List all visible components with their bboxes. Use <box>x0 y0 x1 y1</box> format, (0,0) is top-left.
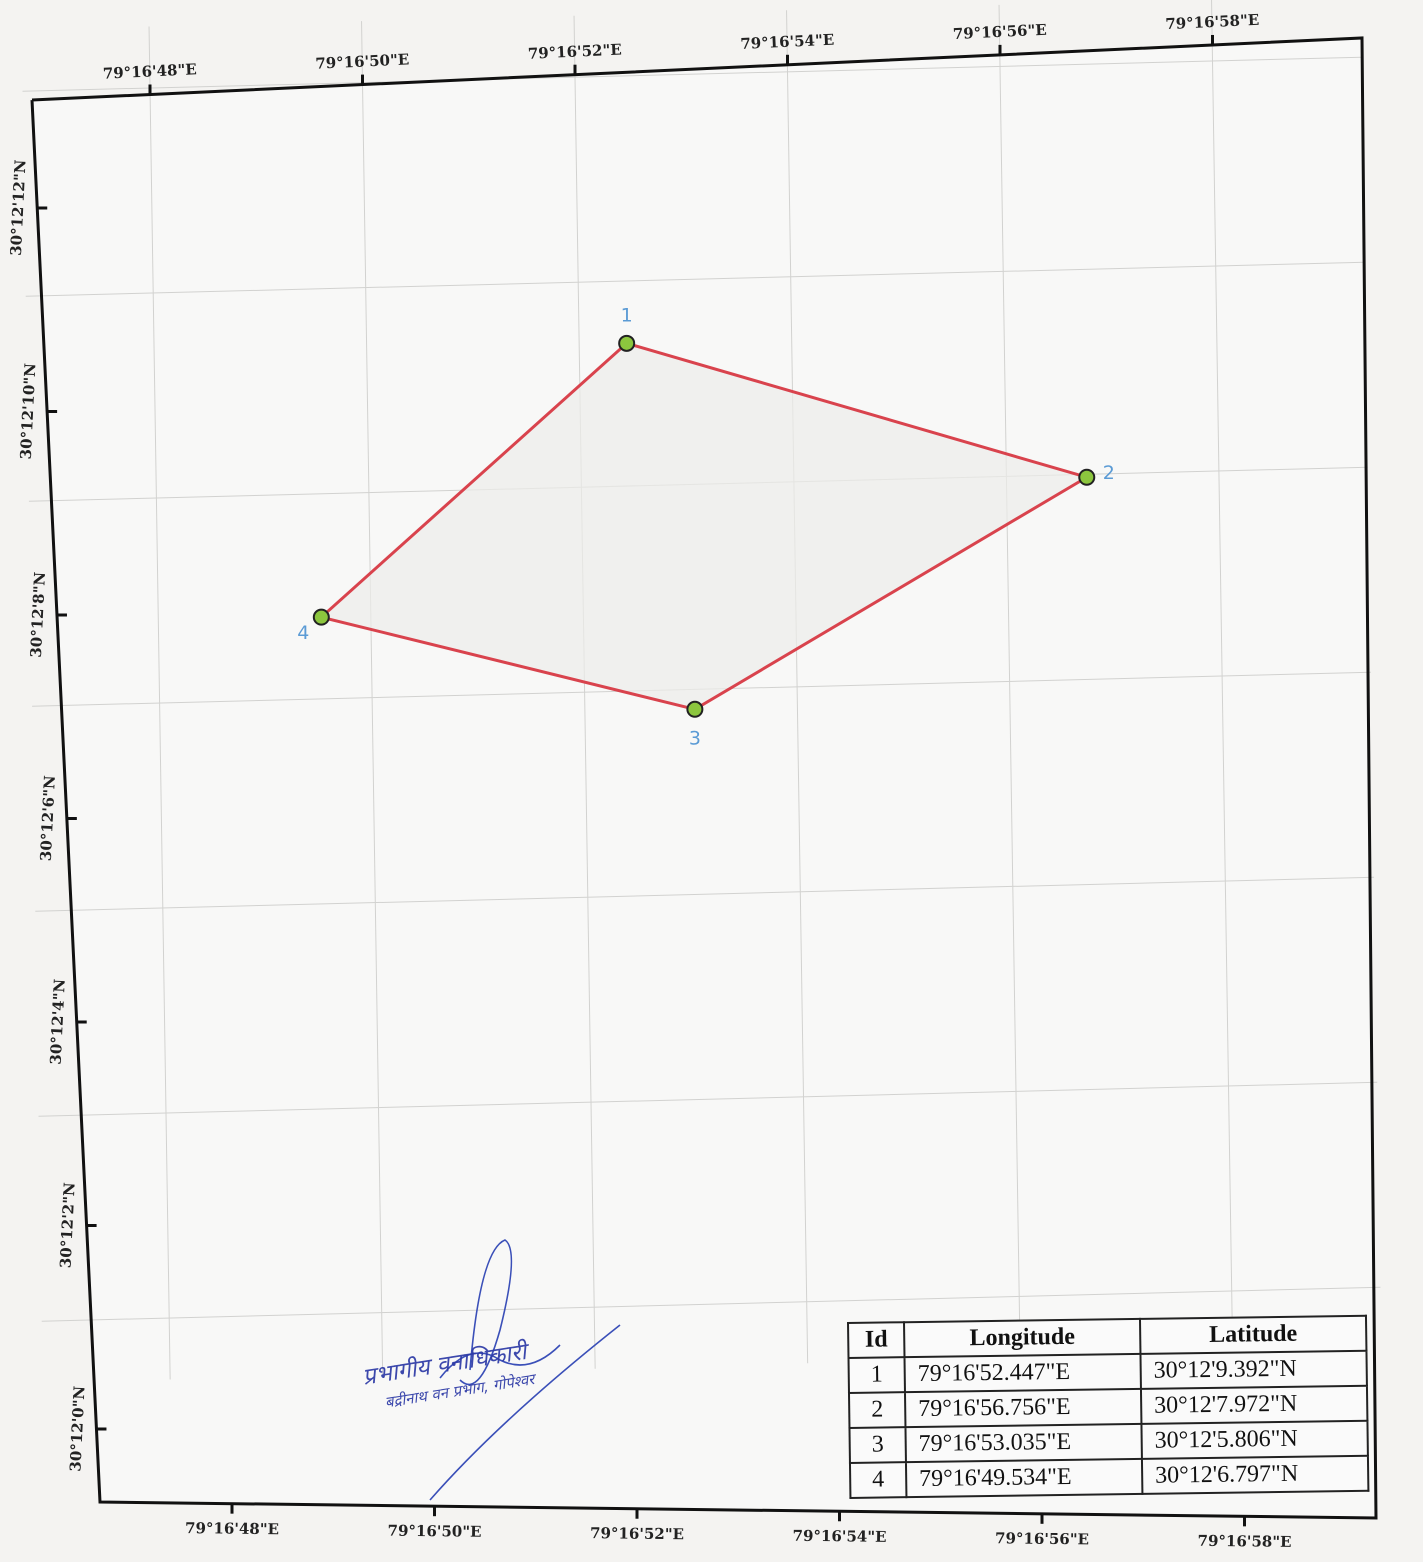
row-longitude: 79°16'56.756"E <box>904 1388 1142 1428</box>
header-latitude: Latitude <box>1139 1315 1367 1354</box>
row-longitude: 79°16'52.447"E <box>904 1353 1141 1393</box>
header-longitude: Longitude <box>904 1318 1141 1358</box>
signature <box>429 1239 621 1501</box>
coordinate-label: 30°12'10"N <box>17 362 40 459</box>
map-area <box>32 38 1376 1518</box>
coordinate-table: Id Longitude Latitude 1 79°16'52.447"E 3… <box>847 1314 1370 1499</box>
coordinate-label: 79°16'54"E <box>740 31 835 53</box>
map-ticks <box>37 34 1246 1527</box>
vertex-label: 4 <box>297 622 309 644</box>
coordinate-label: 79°16'48"E <box>102 60 197 82</box>
row-latitude: 30°12'6.797"N <box>1141 1455 1369 1494</box>
row-id: 2 <box>848 1392 906 1428</box>
vertex-marker <box>312 608 330 626</box>
coordinate-label: 30°12'8"N <box>27 571 49 658</box>
coordinate-label: 79°16'52"E <box>527 40 622 62</box>
coordinate-label: 79°16'54"E <box>792 1527 886 1546</box>
survey-vertices: 1 2 3 4 <box>297 304 1115 749</box>
map-border <box>30 36 1378 1520</box>
vertex-marker <box>686 700 704 718</box>
row-latitude: 30°12'9.392"N <box>1140 1350 1367 1389</box>
vertex-label: 3 <box>689 727 701 749</box>
row-latitude: 30°12'5.806"N <box>1141 1420 1368 1459</box>
row-latitude: 30°12'7.972"N <box>1140 1385 1368 1424</box>
coordinate-label: 30°12'4"N <box>47 978 69 1065</box>
coordinate-label: 79°16'48"E <box>185 1519 279 1538</box>
coordinate-label: 79°16'58"E <box>1197 1532 1291 1551</box>
vertex-marker <box>1078 468 1096 486</box>
coordinate-label: 79°16'52"E <box>590 1524 684 1543</box>
coordinate-label: 30°12'2"N <box>57 1182 79 1269</box>
graticule-parallel <box>22 56 1362 92</box>
table-row: 4 79°16'49.534"E 30°12'6.797"N <box>849 1455 1369 1498</box>
row-id: 1 <box>848 1357 905 1393</box>
coordinate-label: 30°12'6"N <box>37 775 59 862</box>
vertex-marker <box>618 334 636 352</box>
graticule-parallel <box>41 1286 1381 1322</box>
coordinate-label: 79°16'50"E <box>315 50 410 72</box>
coordinate-label: 30°12'0"N <box>66 1385 88 1472</box>
row-id: 3 <box>849 1427 906 1463</box>
graticule-parallel <box>38 1081 1378 1117</box>
row-id: 4 <box>849 1462 907 1498</box>
vertex-label: 2 <box>1103 462 1115 484</box>
graticule-parallel <box>35 876 1375 912</box>
coordinate-label: 79°16'56"E <box>995 1529 1089 1548</box>
row-longitude: 79°16'49.534"E <box>905 1458 1143 1498</box>
header-id: Id <box>848 1322 905 1358</box>
coordinate-labels: 79°16'48"E 79°16'50"E 79°16'52"E 79°16'54"E… <box>7 11 1292 1551</box>
row-longitude: 79°16'53.035"E <box>905 1423 1142 1463</box>
coordinate-label: 30°12'12"N <box>7 159 30 256</box>
graticule-parallel <box>25 261 1365 297</box>
coordinate-label: 79°16'50"E <box>387 1522 481 1541</box>
coordinate-label: 79°16'58"E <box>1165 11 1260 33</box>
coordinate-label: 79°16'56"E <box>952 21 1047 43</box>
vertex-label: 1 <box>621 304 633 326</box>
